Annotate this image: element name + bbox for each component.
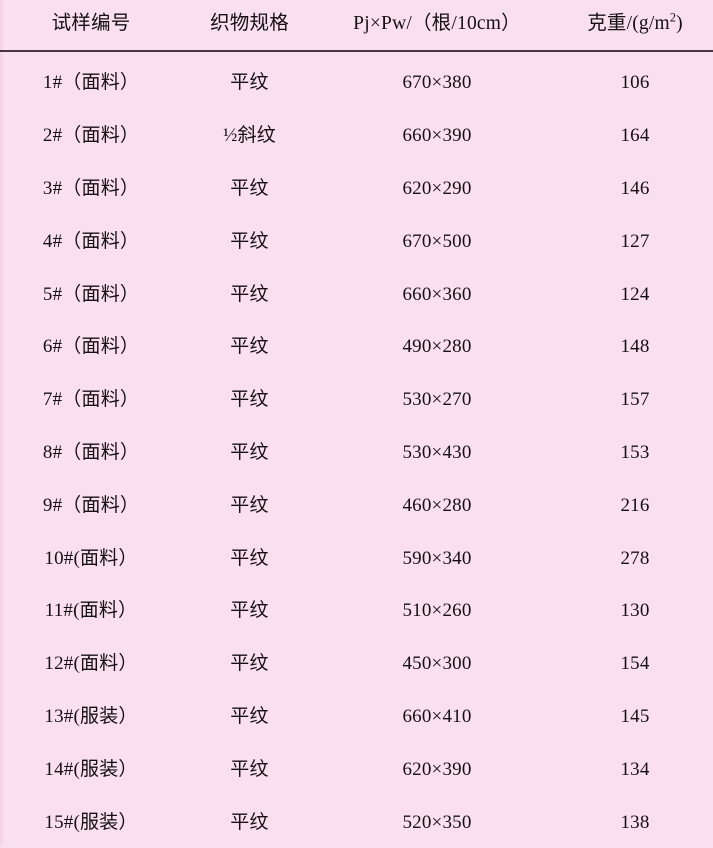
column-header-gsm: 克重/(g/m2) — [557, 0, 713, 51]
cell-density: 660×360 — [317, 268, 557, 321]
cell-gsm: 138 — [557, 796, 713, 848]
cell-gsm: 130 — [557, 584, 713, 637]
cell-sample-id: 15#(服装） — [0, 796, 182, 848]
cell-gsm: 216 — [557, 479, 713, 532]
cell-density: 530×270 — [317, 373, 557, 426]
cell-gsm: 153 — [557, 426, 713, 479]
cell-sample-id: 5#（面料） — [0, 268, 182, 321]
cell-density: 490×280 — [317, 320, 557, 373]
cell-sample-id: 8#（面料） — [0, 426, 182, 479]
column-header-sample-id: 试样编号 — [0, 0, 182, 51]
cell-weave-spec: 平纹 — [182, 426, 317, 479]
cell-weave-spec: 平纹 — [182, 690, 317, 743]
cell-weave-spec: 平纹 — [182, 51, 317, 110]
cell-sample-id: 14#(服装） — [0, 743, 182, 796]
cell-sample-id: 13#(服装） — [0, 690, 182, 743]
cell-density: 620×290 — [317, 162, 557, 215]
cell-density: 660×390 — [317, 109, 557, 162]
cell-sample-id: 4#（面料） — [0, 215, 182, 268]
cell-density: 530×430 — [317, 426, 557, 479]
cell-sample-id: 12#(面料） — [0, 637, 182, 690]
cell-weave-spec: 平纹 — [182, 215, 317, 268]
header-row: 试样编号 织物规格 Pj×Pw/（根/10cm） 克重/(g/m2) — [0, 0, 713, 51]
cell-weave-spec: 平纹 — [182, 162, 317, 215]
cell-gsm: 134 — [557, 743, 713, 796]
cell-sample-id: 2#（面料） — [0, 109, 182, 162]
column-header-density: Pj×Pw/（根/10cm） — [317, 0, 557, 51]
cell-density: 460×280 — [317, 479, 557, 532]
cell-sample-id: 1#（面料） — [0, 51, 182, 110]
cell-gsm: 154 — [557, 637, 713, 690]
cell-sample-id: 7#（面料） — [0, 373, 182, 426]
cell-density: 620×390 — [317, 743, 557, 796]
cell-sample-id: 3#（面料） — [0, 162, 182, 215]
cell-weave-spec: 平纹 — [182, 637, 317, 690]
cell-density: 660×410 — [317, 690, 557, 743]
gsm-header-text: 克重/(g/m — [587, 13, 670, 34]
cell-density: 510×260 — [317, 584, 557, 637]
cell-gsm: 127 — [557, 215, 713, 268]
cell-weave-spec: 平纹 — [182, 373, 317, 426]
cell-gsm: 146 — [557, 162, 713, 215]
gsm-header-suffix: ) — [676, 13, 683, 34]
cell-gsm: 278 — [557, 532, 713, 585]
cell-sample-id: 10#(面料） — [0, 532, 182, 585]
cell-density: 450×300 — [317, 637, 557, 690]
cell-gsm: 157 — [557, 373, 713, 426]
cell-sample-id: 9#（面料） — [0, 479, 182, 532]
table-header: 试样编号 织物规格 Pj×Pw/（根/10cm） 克重/(g/m2) — [0, 0, 713, 51]
cell-weave-spec: 平纹 — [182, 268, 317, 321]
cell-weave-spec: 平纹 — [182, 743, 317, 796]
cell-weave-spec: 平纹 — [182, 584, 317, 637]
cell-weave-spec: 平纹 — [182, 796, 317, 848]
column-header-weave-spec: 织物规格 — [182, 0, 317, 51]
cell-density: 670×380 — [317, 51, 557, 110]
cell-weave-spec: 平纹 — [182, 479, 317, 532]
cell-gsm: 164 — [557, 109, 713, 162]
cell-gsm: 124 — [557, 268, 713, 321]
cell-density: 520×350 — [317, 796, 557, 848]
cell-weave-spec: ½斜纹 — [182, 109, 317, 162]
cell-gsm: 106 — [557, 51, 713, 110]
cell-sample-id: 11#(面料） — [0, 584, 182, 637]
cell-gsm: 148 — [557, 320, 713, 373]
cell-weave-spec: 平纹 — [182, 320, 317, 373]
cell-density: 590×340 — [317, 532, 557, 585]
cell-sample-id: 6#（面料） — [0, 320, 182, 373]
cell-weave-spec: 平纹 — [182, 532, 317, 585]
cell-gsm: 145 — [557, 690, 713, 743]
cell-density: 670×500 — [317, 215, 557, 268]
